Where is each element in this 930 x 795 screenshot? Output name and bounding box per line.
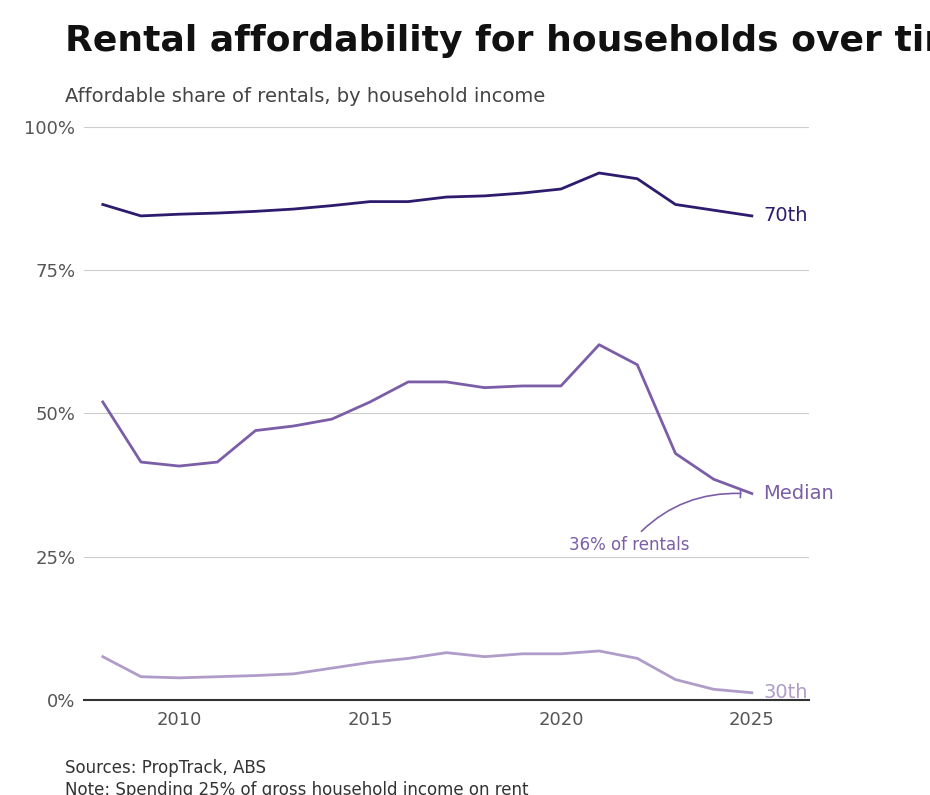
Text: Note: Spending 25% of gross household income on rent: Note: Spending 25% of gross household in… (65, 781, 528, 795)
Text: Rental affordability for households over time: Rental affordability for households over… (65, 24, 930, 58)
Text: 30th: 30th (764, 683, 808, 702)
Text: Affordable share of rentals, by household income: Affordable share of rentals, by househol… (65, 87, 545, 107)
Text: Median: Median (764, 484, 834, 503)
Text: 36% of rentals: 36% of rentals (568, 489, 740, 554)
Text: 70th: 70th (764, 207, 808, 226)
Text: Sources: PropTrack, ABS: Sources: PropTrack, ABS (65, 759, 266, 778)
